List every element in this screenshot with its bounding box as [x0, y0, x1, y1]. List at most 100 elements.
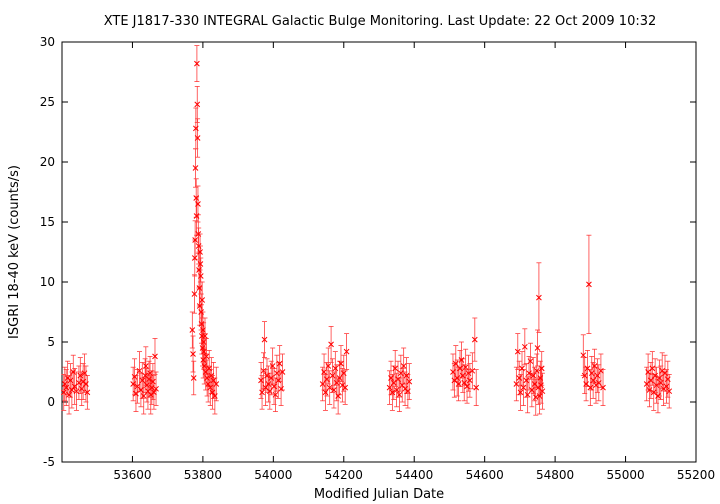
- data-point: [150, 378, 156, 385]
- x-axis-label: Modified Julian Date: [314, 487, 444, 502]
- data-point: [527, 358, 534, 365]
- data-point: [649, 365, 656, 372]
- data-point: [329, 372, 336, 379]
- data-point: [459, 372, 466, 379]
- data-point: [83, 381, 89, 387]
- data-point: [392, 365, 399, 372]
- data-point: [332, 365, 339, 372]
- data-point: [198, 309, 204, 315]
- data-point: [203, 353, 210, 360]
- data-point: [513, 381, 520, 387]
- data-point: [469, 367, 476, 374]
- data-point: [195, 243, 202, 249]
- data-point: [265, 381, 272, 387]
- data-point: [66, 391, 72, 398]
- data-point: [526, 370, 532, 377]
- data-point: [133, 390, 139, 397]
- data-point: [77, 372, 84, 379]
- data-point: [319, 381, 326, 387]
- data-point: [533, 367, 540, 374]
- data-point: [405, 388, 411, 395]
- data-point: [340, 370, 347, 377]
- data-point: [328, 341, 334, 348]
- data-point: [457, 365, 463, 372]
- data-point: [652, 372, 658, 379]
- data-point: [275, 377, 282, 384]
- data-point: [322, 389, 329, 396]
- x-tick-label: 55200: [677, 468, 715, 482]
- data-point: [264, 372, 270, 379]
- y-tick-label: 10: [40, 275, 55, 289]
- data-point: [336, 375, 343, 381]
- data-point: [516, 375, 523, 381]
- data-point: [196, 267, 202, 273]
- data-point: [600, 384, 606, 391]
- data-point: [197, 261, 204, 267]
- x-tick-label: 54600: [466, 468, 504, 482]
- data-point: [131, 373, 138, 380]
- data-point: [205, 381, 212, 387]
- data-point: [656, 375, 663, 381]
- data-point: [268, 375, 275, 381]
- data-point: [539, 388, 546, 395]
- data-point: [653, 382, 660, 389]
- y-tick-label: 30: [40, 35, 55, 49]
- data-point: [663, 383, 670, 390]
- x-tick-label: 53800: [184, 468, 222, 482]
- data-point: [471, 336, 478, 343]
- data-point: [598, 367, 604, 374]
- data-point: [147, 391, 154, 398]
- data-point: [324, 376, 330, 383]
- data-point: [153, 385, 159, 392]
- data-point: [198, 321, 205, 327]
- data-point: [538, 365, 545, 372]
- data-point: [63, 384, 70, 391]
- y-tick-label: -5: [43, 455, 55, 469]
- data-point: [194, 135, 201, 141]
- data-point: [333, 379, 340, 386]
- data-point: [325, 363, 332, 369]
- data-point: [208, 372, 215, 379]
- data-point: [464, 383, 470, 390]
- data-point: [664, 376, 671, 383]
- data-point: [388, 375, 394, 381]
- data-point: [462, 364, 469, 371]
- data-point: [524, 391, 531, 398]
- data-point: [335, 393, 341, 399]
- data-point: [192, 165, 199, 171]
- data-point: [520, 384, 527, 391]
- data-point: [343, 348, 350, 355]
- data-point: [130, 381, 137, 387]
- data-point: [152, 353, 158, 360]
- data-point: [76, 379, 82, 386]
- data-point: [588, 370, 595, 377]
- data-point: [60, 389, 67, 396]
- data-point: [529, 387, 535, 393]
- data-point: [258, 377, 264, 384]
- data-point: [537, 375, 544, 381]
- data-point: [259, 389, 265, 396]
- data-point: [261, 336, 268, 343]
- y-tick-label: 0: [47, 395, 55, 409]
- data-point: [196, 285, 203, 291]
- data-point: [389, 389, 396, 396]
- data-point: [276, 360, 283, 367]
- data-point: [403, 372, 410, 379]
- data-point: [279, 369, 286, 375]
- data-point: [530, 372, 537, 379]
- data-point: [213, 381, 220, 387]
- data-point: [473, 384, 480, 391]
- data-point: [519, 365, 525, 372]
- data-point: [67, 377, 74, 384]
- data-point: [193, 213, 200, 219]
- data-point: [190, 351, 196, 357]
- data-point: [146, 376, 152, 383]
- data-point: [195, 201, 201, 207]
- data-point: [138, 387, 144, 393]
- data-point: [587, 384, 594, 391]
- data-point: [199, 297, 206, 303]
- data-point: [523, 377, 530, 384]
- x-tick-label: 53600: [113, 468, 151, 482]
- data-point: [467, 377, 473, 384]
- data-point: [196, 303, 203, 309]
